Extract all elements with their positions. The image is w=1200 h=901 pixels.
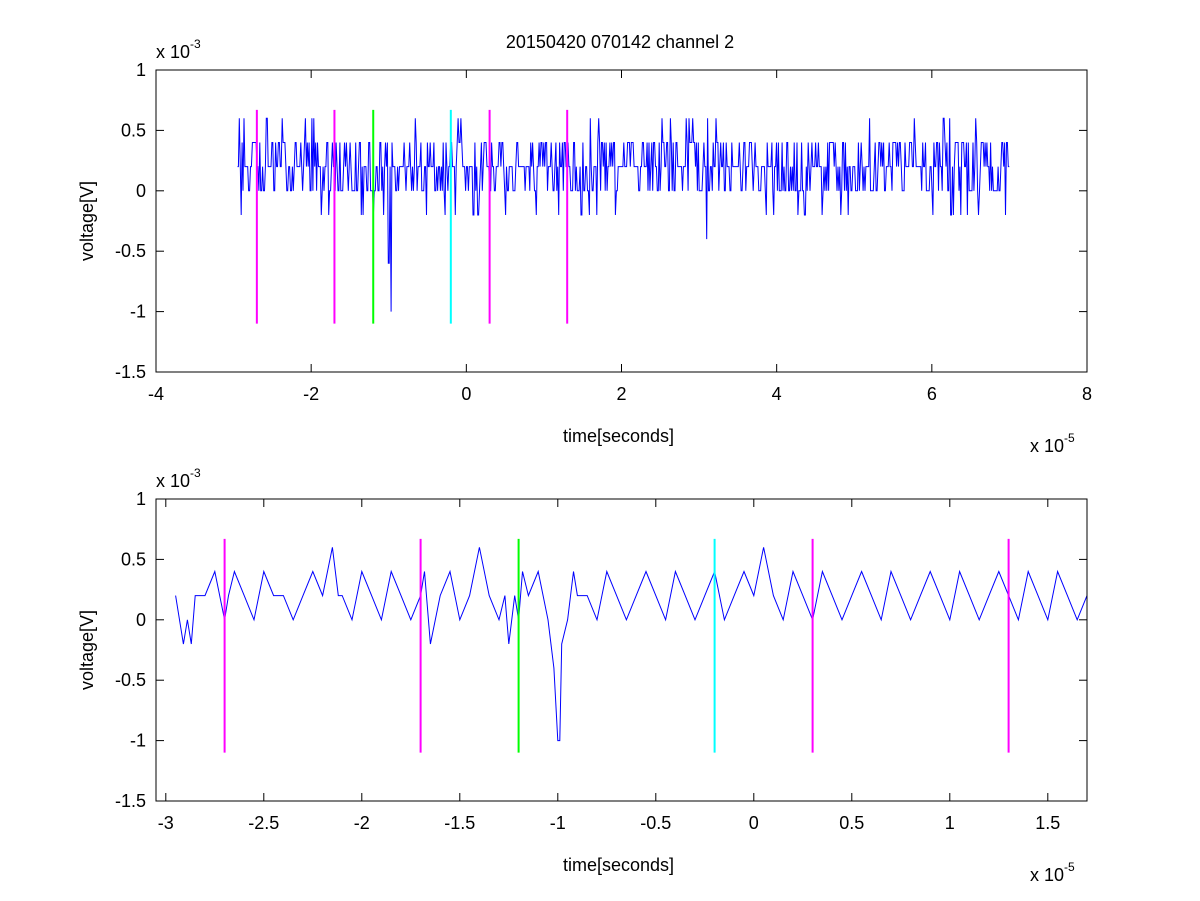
bottom-ytick-label: -1.5: [115, 791, 146, 811]
top-subplot: -4 -2 0 2 4 6 8 -1.5-1-0.500.51 time[seconds] …: [77, 37, 1092, 456]
bottom-axes-box: [155, 498, 1088, 802]
bottom-xtick-layer: -3 -2.5 -2 -1.5 -1 -0.5 0 0.5 1 1.5: [158, 499, 1060, 833]
top-xtick-label: 4: [772, 384, 782, 404]
bottom-xtick-label: 1.5: [1035, 813, 1060, 833]
bottom-ytick-label: -0.5: [115, 670, 146, 690]
top-xtick-layer: -4 -2 0 2 4 6 8: [148, 70, 1092, 404]
top-xtick-label: 2: [616, 384, 626, 404]
bottom-y-multiplier: x 10-3: [156, 466, 201, 491]
bottom-ytick-layer: -1.5 -1 -0.5 0 0.5 1: [115, 489, 1087, 811]
bottom-ytick-label: 0: [136, 610, 146, 630]
bottom-ytick-label: -1: [130, 731, 146, 751]
bottom-trace-layer: [175, 547, 1088, 742]
bottom-ytick-label: 1: [136, 489, 146, 509]
top-ytick-layer: -1.5 -1 -0.5 0 0.5 1: [115, 60, 1087, 382]
top-xtick-label: 6: [927, 384, 937, 404]
bottom-xtick-label: -2: [354, 813, 370, 833]
top-xtick-label: 0: [461, 384, 471, 404]
bottom-y-multiplier-base: x 10: [156, 471, 190, 491]
top-ytick-label: -1: [130, 302, 146, 322]
top-xtick-label: -2: [303, 384, 319, 404]
bottom-xtick-label: 0: [749, 813, 759, 833]
bottom-y-multiplier-exp: -3: [190, 466, 201, 480]
top-x-multiplier-base: x 10: [1030, 436, 1064, 456]
top-xlabel: time[seconds]: [563, 426, 674, 446]
top-y-multiplier-base: x 10: [156, 42, 190, 62]
top-ytick-label: 0: [136, 181, 146, 201]
bottom-series-line-0: [175, 547, 1088, 742]
figure-title: 20150420 070142 channel 2: [506, 32, 734, 52]
bottom-x-multiplier-base: x 10: [1030, 865, 1064, 885]
top-axes-box: [155, 69, 1088, 373]
bottom-vline-layer: [223, 538, 1010, 753]
top-ytick-label: 0.5: [121, 120, 146, 140]
bottom-xtick-label: 1: [945, 813, 955, 833]
bottom-xtick-label: -0.5: [640, 813, 671, 833]
bottom-xtick-label: -1: [550, 813, 566, 833]
bottom-x-multiplier: x 10-5: [1030, 860, 1075, 885]
top-series-line-0: [237, 117, 1010, 312]
bottom-subplot: -3 -2.5 -2 -1.5 -1 -0.5 0 0.5 1 1.5 -1.5 -1 -0.5 0 0.…: [77, 466, 1088, 885]
top-ylabel: voltage[V]: [77, 181, 97, 261]
bottom-xtick-label: -1.5: [444, 813, 475, 833]
top-trace-layer: [237, 117, 1010, 312]
top-y-multiplier: x 10-3: [156, 37, 201, 62]
top-x-multiplier: x 10-5: [1030, 431, 1075, 456]
bottom-xlabel: time[seconds]: [563, 855, 674, 875]
bottom-ylabel: voltage[V]: [77, 610, 97, 690]
bottom-x-multiplier-exp: -5: [1064, 860, 1075, 874]
bottom-xtick-label: -2.5: [248, 813, 279, 833]
top-ytick-label: -0.5: [115, 241, 146, 261]
top-xtick-label: 8: [1082, 384, 1092, 404]
top-ytick-label: -1.5: [115, 362, 146, 382]
top-xtick-label: -4: [148, 384, 164, 404]
top-y-multiplier-exp: -3: [190, 37, 201, 51]
bottom-ytick-label: 0.5: [121, 549, 146, 569]
top-ytick-label: 1: [136, 60, 146, 80]
bottom-xtick-label: -3: [158, 813, 174, 833]
bottom-xtick-label: 0.5: [839, 813, 864, 833]
top-vline-layer: [255, 109, 569, 324]
top-x-multiplier-exp: -5: [1064, 431, 1075, 445]
